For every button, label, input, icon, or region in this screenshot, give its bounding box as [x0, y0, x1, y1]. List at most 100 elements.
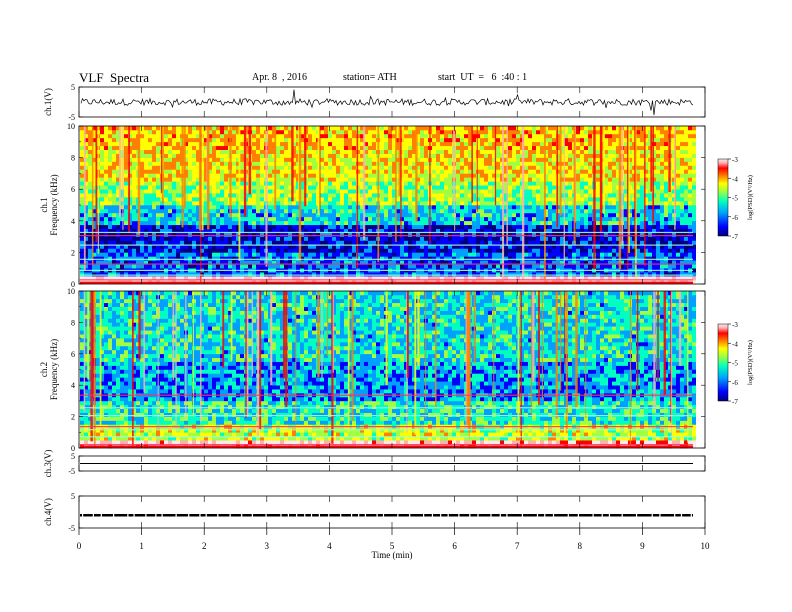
heatmap-cell [228, 225, 232, 229]
heatmap-cell [172, 252, 176, 256]
heatmap-cell [372, 154, 376, 158]
heatmap-cell [524, 166, 528, 170]
heatmap-cell [320, 162, 324, 166]
heatmap-cell [404, 173, 408, 177]
heatmap-cell [484, 201, 488, 205]
heatmap-cell [448, 150, 452, 154]
heatmap-cell [112, 217, 116, 221]
heatmap-cell [284, 201, 288, 205]
heatmap-cell [488, 256, 492, 260]
heatmap-cell [424, 241, 428, 245]
heatmap-cell [540, 237, 544, 241]
heatmap-cell [380, 201, 384, 205]
heatmap-cell [232, 169, 236, 173]
heatmap-cell [248, 209, 252, 213]
heatmap-cell [432, 241, 436, 245]
heatmap-cell [272, 213, 276, 217]
heatmap-cell [324, 189, 328, 193]
heatmap-cell [172, 154, 176, 158]
heatmap-cell [144, 130, 148, 134]
heatmap-cell [272, 252, 276, 256]
heatmap-cell [408, 241, 412, 245]
heatmap-cell [456, 209, 460, 213]
heatmap-cell [324, 252, 328, 256]
heatmap-cell [216, 173, 220, 177]
heatmap-cell [352, 272, 356, 276]
heatmap-cell [100, 134, 104, 138]
heatmap-cell [140, 169, 144, 173]
heatmap-cell [552, 173, 556, 177]
heatmap-cell [140, 189, 144, 193]
heatmap-cell [176, 205, 180, 209]
heatmap-cell [476, 248, 480, 252]
heatmap-cell [320, 241, 324, 245]
heatmap-cell [100, 193, 104, 197]
heatmap-cell [224, 252, 228, 256]
heatmap-cell [384, 225, 388, 229]
heatmap-cell [104, 130, 108, 134]
heatmap-cell [268, 201, 272, 205]
heatmap-cell [336, 201, 340, 205]
heatmap-cell [392, 272, 396, 276]
heatmap-cell [312, 233, 316, 237]
heatmap-cell [444, 256, 448, 260]
heatmap-cell [488, 173, 492, 177]
heatmap-cell [148, 233, 152, 237]
heatmap-cell [388, 217, 392, 221]
heatmap-cell [84, 272, 88, 276]
heatmap-cell [372, 217, 376, 221]
heatmap-cell [336, 181, 340, 185]
heatmap-cell [132, 185, 136, 189]
heatmap-cell [448, 142, 452, 146]
heatmap-cell [132, 252, 136, 256]
heatmap-cell [192, 185, 196, 189]
heatmap-cell [460, 138, 464, 142]
heatmap-cell [404, 241, 408, 245]
heatmap-cell [108, 225, 112, 229]
heatmap-cell [432, 205, 436, 209]
heatmap-cell [416, 237, 420, 241]
heatmap-cell [88, 166, 92, 170]
heatmap-cell [464, 169, 468, 173]
heatmap-cell [384, 233, 388, 237]
heatmap-cell [260, 209, 264, 213]
heatmap-cell [460, 126, 464, 130]
heatmap-cell [124, 197, 128, 201]
heatmap-cell [148, 248, 152, 252]
heatmap-cell [380, 154, 384, 158]
heatmap-cell [388, 173, 392, 177]
heatmap-cell [380, 162, 384, 166]
heatmap-cell [152, 201, 156, 205]
heatmap-cell [100, 130, 104, 134]
heatmap-cell [336, 166, 340, 170]
heatmap-cell [348, 177, 352, 181]
heatmap-cell [316, 252, 320, 256]
heatmap-cell [192, 217, 196, 221]
heatmap-cell [524, 217, 528, 221]
heatmap-cell [144, 166, 148, 170]
heatmap-cell [104, 233, 108, 237]
heatmap-cell [440, 209, 444, 213]
heatmap-cell [180, 241, 184, 245]
heatmap-cell [332, 256, 336, 260]
heatmap-cell [212, 233, 216, 237]
heatmap-cell [392, 248, 396, 252]
heatmap-cell [312, 130, 316, 134]
heatmap-cell [108, 201, 112, 205]
heatmap-cell [488, 264, 492, 268]
heatmap-cell [412, 237, 416, 241]
heatmap-cell [408, 158, 412, 162]
heatmap-cell [436, 225, 440, 229]
heatmap-cell [132, 197, 136, 201]
heatmap-cell [476, 142, 480, 146]
heatmap-cell [324, 169, 328, 173]
heatmap-cell [468, 213, 472, 217]
heatmap-cell [152, 189, 156, 193]
heatmap-cell [552, 130, 556, 134]
heatmap-cell [312, 217, 316, 221]
heatmap-cell [480, 237, 484, 241]
heatmap-cell [348, 185, 352, 189]
heatmap-cell [460, 134, 464, 138]
heatmap-cell [568, 177, 572, 181]
heatmap-cell [340, 158, 344, 162]
